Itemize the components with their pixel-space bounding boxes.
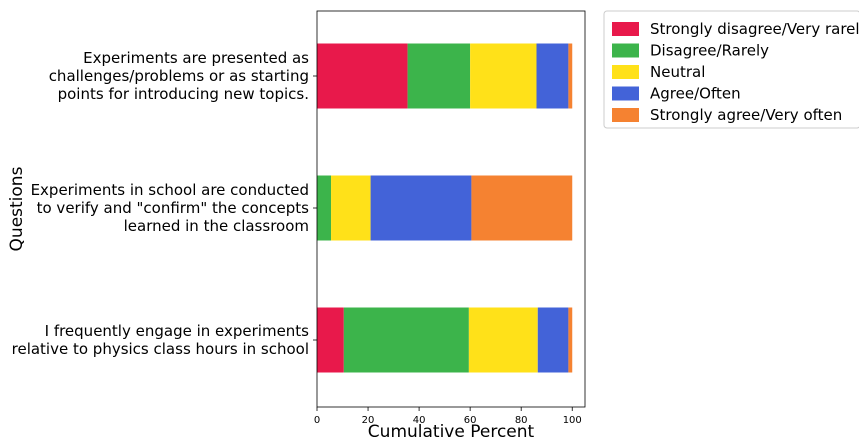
x-tick-label: 100	[563, 415, 582, 426]
y-axis-label: Questions	[7, 166, 27, 251]
legend-label: Disagree/Rarely	[650, 42, 769, 60]
legend-label: Neutral	[650, 63, 705, 81]
bar-segment	[536, 43, 569, 109]
bar-segment	[470, 43, 537, 109]
y-axis-ticks: Experiments are presented aschallenges/p…	[12, 49, 317, 358]
bar-segment	[343, 307, 469, 373]
bar-segment	[537, 307, 569, 373]
y-tick-label: points for introducing new topics.	[58, 85, 309, 103]
legend: Strongly disagree/Very rarely Disagree/Ra…	[603, 10, 859, 129]
bar-segment	[370, 175, 472, 241]
x-axis-label: Cumulative Percent	[368, 422, 535, 437]
bar-segment	[407, 43, 471, 109]
y-tick-label: learned in the classroom	[124, 217, 309, 235]
legend-swatch	[612, 22, 639, 36]
legend-swatch	[612, 65, 639, 79]
axes-frame	[316, 10, 586, 408]
y-tick-label: I frequently engage in experiments	[45, 322, 310, 340]
bar-segment	[317, 43, 408, 109]
bar-segment	[317, 307, 344, 373]
legend-swatch	[612, 108, 639, 122]
bar-segment	[568, 43, 573, 109]
x-tick-label: 40	[413, 415, 426, 426]
bar-segment	[568, 307, 573, 373]
bar-segment	[331, 175, 371, 241]
x-tick-label: 20	[362, 415, 375, 426]
y-tick-label: Experiments in school are conducted	[31, 181, 309, 199]
y-tick-label: Experiments are presented as	[83, 49, 309, 67]
bar-segment	[468, 307, 538, 373]
legend-swatch	[612, 43, 639, 58]
x-tick-label: 80	[515, 415, 528, 426]
legend-label: Strongly disagree/Very rarely	[650, 20, 859, 38]
y-tick-label: relative to physics class hours in schoo…	[12, 340, 309, 358]
plot-area: 0 20 40 60 80 100 Experiments are presented a…	[12, 10, 586, 426]
y-tick-label: to verify and "confirm" the concepts	[37, 199, 310, 217]
x-tick-label: 0	[314, 415, 320, 426]
bar-segment	[317, 175, 332, 241]
legend-swatch	[612, 86, 639, 101]
bar-segment	[471, 175, 573, 241]
bars	[317, 43, 573, 373]
x-tick-label: 60	[464, 415, 477, 426]
x-axis-ticks: 0 20 40 60 80 100	[314, 407, 582, 426]
legend-frame	[603, 10, 859, 129]
legend-label: Strongly agree/Very often	[650, 106, 842, 124]
legend-label: Agree/Often	[650, 85, 741, 103]
y-tick-label: challenges/problems or as starting	[49, 67, 309, 85]
